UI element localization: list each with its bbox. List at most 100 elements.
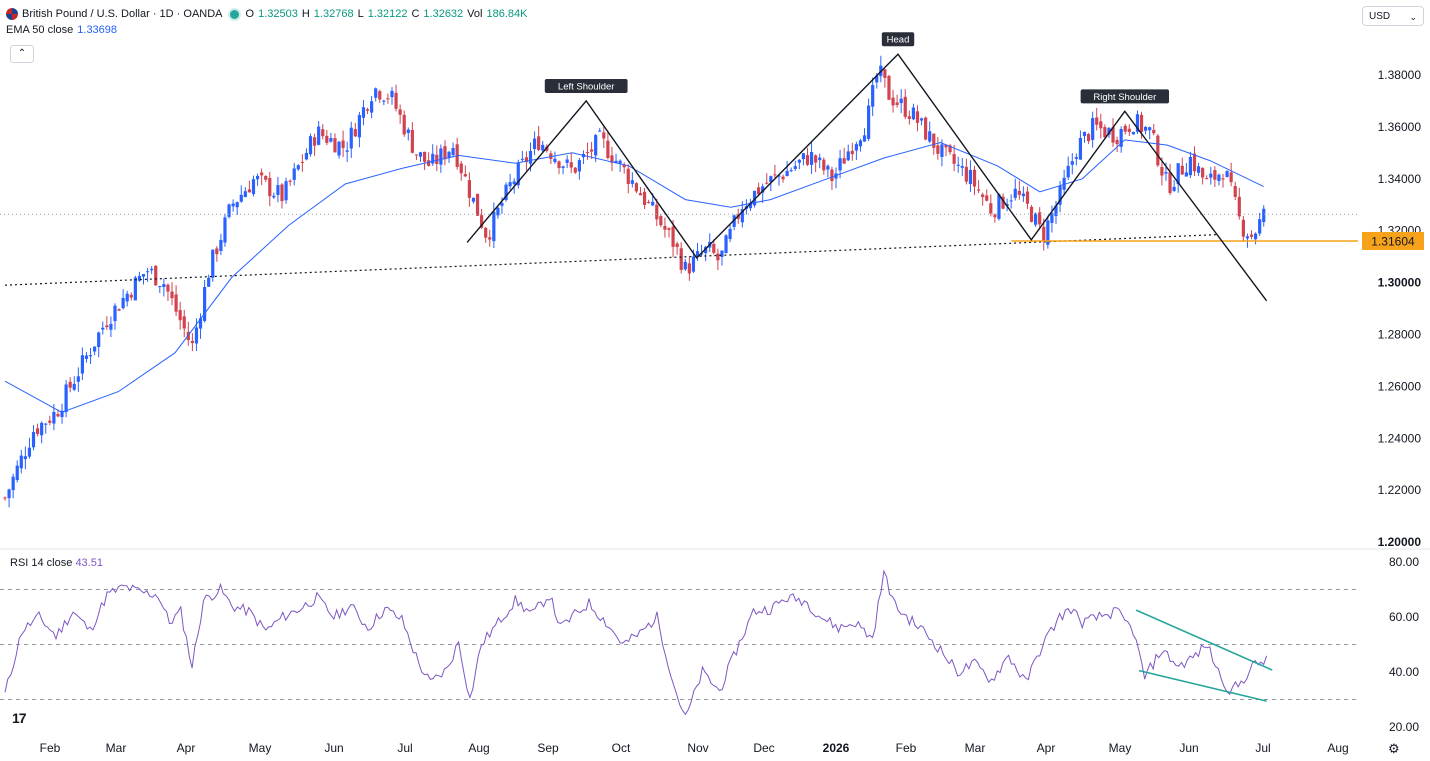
candle[interactable] [1209, 173, 1213, 178]
candle[interactable] [19, 455, 23, 469]
candle[interactable] [145, 271, 150, 273]
rsi-legend[interactable]: RSI 14 close 43.51 [10, 557, 103, 569]
candle[interactable] [630, 180, 634, 184]
candle[interactable] [268, 177, 272, 197]
candle[interactable] [618, 160, 622, 164]
candle[interactable] [761, 186, 765, 193]
candle[interactable] [638, 193, 643, 196]
candle[interactable] [989, 203, 993, 214]
candle[interactable] [919, 118, 924, 121]
candle[interactable] [304, 152, 309, 160]
candle[interactable] [76, 376, 80, 382]
candle[interactable] [190, 340, 194, 344]
candle[interactable] [447, 151, 451, 159]
candle[interactable] [1058, 185, 1062, 205]
candle[interactable] [207, 277, 211, 287]
candle[interactable] [748, 202, 753, 209]
candle[interactable] [382, 100, 386, 102]
candle[interactable] [1082, 131, 1087, 137]
candle[interactable] [182, 316, 186, 329]
candle[interactable] [500, 203, 504, 206]
candle[interactable] [1074, 157, 1078, 159]
candle[interactable] [133, 277, 137, 301]
candle[interactable] [520, 158, 524, 160]
candle[interactable] [1164, 172, 1168, 174]
candle[interactable] [154, 265, 158, 286]
candle[interactable] [785, 170, 789, 177]
candle[interactable] [227, 204, 231, 217]
candle[interactable] [924, 117, 928, 140]
candle[interactable] [1139, 114, 1144, 132]
candle[interactable] [1123, 125, 1127, 132]
candle[interactable] [728, 228, 732, 240]
candle[interactable] [365, 109, 370, 111]
candle[interactable] [194, 327, 199, 344]
candle[interactable] [329, 138, 333, 142]
candle[interactable] [443, 146, 447, 160]
candle[interactable] [952, 154, 956, 164]
candle[interactable] [634, 183, 639, 192]
candle[interactable] [948, 145, 952, 153]
candle[interactable] [496, 207, 500, 216]
candle[interactable] [219, 239, 223, 251]
candle[interactable] [198, 318, 203, 329]
candle[interactable] [27, 447, 32, 457]
candle[interactable] [972, 169, 977, 187]
candle[interactable] [386, 98, 390, 100]
candle[interactable] [325, 135, 329, 143]
candle[interactable] [541, 144, 545, 151]
candle[interactable] [1152, 129, 1156, 134]
candle[interactable] [716, 253, 720, 261]
candle[interactable] [264, 176, 268, 180]
candle[interactable] [854, 144, 858, 151]
candle[interactable] [1042, 226, 1046, 241]
candle[interactable] [484, 227, 488, 238]
rsi-line[interactable] [4, 569, 1268, 716]
candle[interactable] [296, 165, 300, 170]
candle[interactable] [997, 194, 1001, 219]
candle[interactable] [394, 92, 398, 109]
annotation-left-shoulder[interactable]: Left Shoulder [544, 78, 628, 93]
candle[interactable] [402, 114, 406, 135]
candle[interactable] [1135, 114, 1140, 132]
candle[interactable] [317, 126, 321, 145]
candle[interactable] [1111, 127, 1115, 143]
candle[interactable] [361, 107, 366, 118]
candle[interactable] [1245, 236, 1250, 239]
candle[interactable] [789, 170, 793, 172]
candle[interactable] [88, 355, 93, 357]
candle[interactable] [1253, 233, 1258, 240]
candle[interactable] [577, 160, 581, 172]
candle[interactable] [830, 169, 834, 182]
candle[interactable] [1213, 170, 1217, 180]
candle[interactable] [1221, 178, 1225, 180]
candle[interactable] [838, 158, 842, 171]
candle[interactable] [471, 197, 476, 202]
candle[interactable] [793, 166, 797, 169]
candle[interactable] [97, 332, 101, 348]
candle[interactable] [1192, 153, 1197, 172]
candle[interactable] [891, 97, 895, 106]
candle[interactable] [976, 189, 981, 191]
candle[interactable] [732, 215, 736, 227]
candle[interactable] [512, 181, 516, 185]
candle[interactable] [968, 170, 973, 185]
candle[interactable] [647, 202, 651, 204]
candle[interactable] [427, 160, 431, 166]
candle[interactable] [809, 152, 814, 165]
candle[interactable] [911, 107, 916, 120]
candle[interactable] [141, 274, 146, 277]
candle[interactable] [170, 291, 174, 299]
candle[interactable] [814, 155, 818, 163]
candle[interactable] [105, 325, 109, 328]
candle[interactable] [1201, 167, 1205, 178]
candle[interactable] [777, 175, 781, 177]
candle[interactable] [602, 132, 606, 139]
candle[interactable] [284, 181, 288, 201]
candle[interactable] [341, 140, 345, 148]
candle[interactable] [410, 129, 414, 153]
candle[interactable] [1148, 127, 1152, 131]
currency-select[interactable]: USD ⌄ [1362, 6, 1424, 26]
candle[interactable] [871, 85, 875, 107]
candle[interactable] [850, 150, 854, 155]
